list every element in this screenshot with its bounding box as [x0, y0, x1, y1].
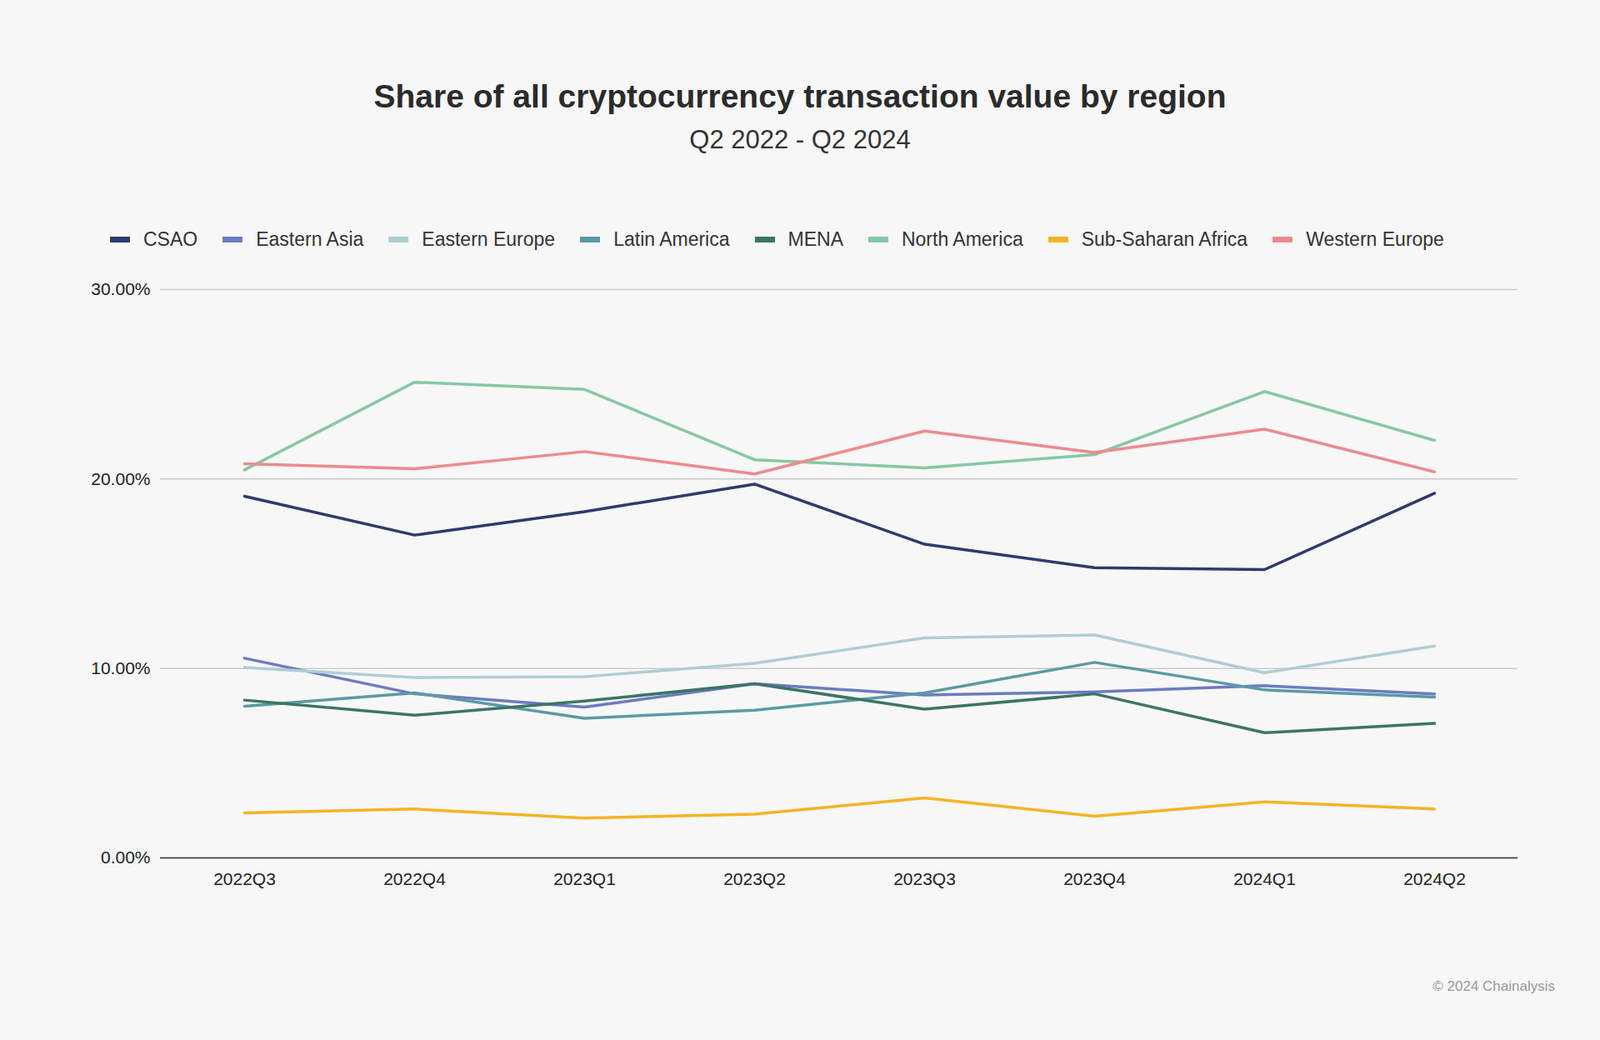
html-text:Sub-Saharan Africa: Sub-Saharan Africa: [1081, 228, 1248, 250]
svg-text:2022Q3: 2022Q3: [213, 869, 276, 889]
svg-text:0.00%: 0.00%: [100, 847, 151, 867]
svg-text:10.00%: 10.00%: [90, 658, 150, 678]
svg-text:2022Q4: 2022Q4: [383, 869, 446, 889]
html-text:Share of all cryptocurrency tr: Share of all cryptocurrency transaction …: [373, 78, 1227, 115]
svg-text:2023Q1: 2023Q1: [553, 869, 616, 889]
svg-text:20.00%: 20.00%: [90, 469, 150, 489]
svg-text:2023Q2: 2023Q2: [723, 869, 786, 889]
html-text:Latin America: Latin America: [613, 228, 730, 250]
svg-text:2024Q1: 2024Q1: [1233, 869, 1296, 889]
html-text:MENA: MENA: [787, 228, 844, 250]
html-text:Eastern Europe: Eastern Europe: [421, 228, 556, 250]
html-text:Western Europe: Western Europe: [1305, 228, 1445, 250]
html-text:CSAO: CSAO: [143, 228, 198, 250]
svg-text:2023Q3: 2023Q3: [893, 869, 956, 889]
svg-text:2023Q4: 2023Q4: [1063, 869, 1126, 889]
html-text:Q2 2022 - Q2 2024: Q2 2022 - Q2 2024: [689, 125, 911, 155]
svg-text:30.00%: 30.00%: [90, 279, 150, 299]
html-text:© 2024 Chainalysis: © 2024 Chainalysis: [1432, 978, 1555, 995]
html-text:Eastern Asia: Eastern Asia: [256, 228, 364, 250]
html-text:North America: North America: [901, 228, 1024, 250]
svg-text:2024Q2: 2024Q2: [1403, 869, 1466, 889]
